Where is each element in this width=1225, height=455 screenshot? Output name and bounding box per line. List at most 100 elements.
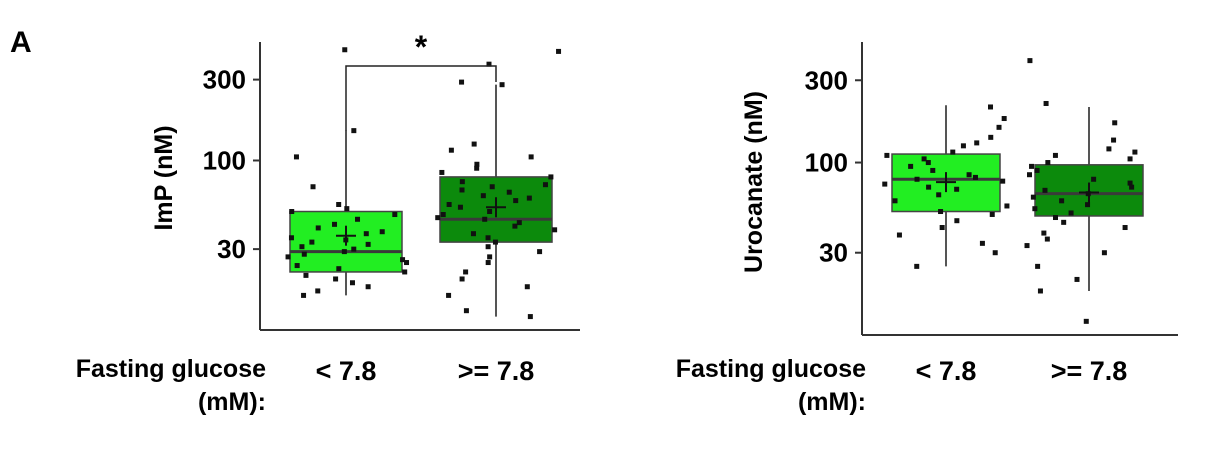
urocanate-data-point (908, 163, 914, 169)
urocanate-data-point (1000, 178, 1006, 184)
urocanate-data-point (988, 104, 994, 110)
urocanate-data-point (1111, 137, 1117, 143)
imp-data-point (343, 237, 349, 243)
imp-data-point (309, 239, 315, 245)
imp-y-tick-label: 100 (203, 145, 246, 175)
imp-data-point (341, 249, 347, 255)
urocanate-data-point (1041, 230, 1047, 236)
imp-data-point (315, 288, 321, 294)
imp-data-point (499, 82, 505, 88)
urocanate-data-point (1101, 250, 1107, 256)
imp-y-axis-title: ImP (nM) (150, 125, 178, 230)
urocanate-data-point (972, 174, 978, 180)
urocanate-data-point (1030, 194, 1036, 200)
urocanate-x-category-label: >= 7.8 (1051, 356, 1128, 386)
urocanate-data-point (1106, 146, 1112, 152)
imp-data-point (404, 260, 410, 266)
imp-data-point (342, 47, 348, 53)
imp-data-point (332, 221, 338, 227)
imp-data-point (463, 269, 469, 275)
urocanate-data-point (892, 198, 898, 204)
imp-data-point (459, 187, 465, 193)
urocanate-data-point (1037, 288, 1043, 294)
urocanate-data-point (939, 225, 945, 231)
imp-data-point (446, 292, 452, 298)
imp-data-point (482, 216, 488, 222)
urocanate-y-tick-label: 100 (805, 148, 848, 178)
imp-data-point (288, 235, 294, 241)
urocanate-data-point (1112, 120, 1118, 126)
imp-data-point (516, 220, 522, 226)
imp-data-point (351, 128, 357, 134)
urocanate-data-point (921, 156, 927, 162)
urocanate-data-point (1024, 243, 1030, 249)
urocanate-data-point (1132, 149, 1138, 155)
urocanate-data-point (1001, 116, 1007, 122)
urocanate-data-point (1029, 163, 1035, 169)
urocanate-data-point (966, 172, 972, 178)
imp-data-point (400, 257, 406, 263)
imp-data-point (526, 195, 532, 201)
imp-data-point (527, 314, 533, 320)
x-axis-title-line1: Fasting glucose (76, 355, 266, 383)
imp-data-point (459, 179, 465, 185)
imp-data-point (303, 272, 309, 278)
urocanate-data-point (996, 124, 1002, 130)
imp-data-point (285, 254, 291, 260)
imp-data-point (344, 206, 350, 212)
imp-data-point (310, 184, 316, 190)
urocanate-data-point (1127, 180, 1133, 186)
imp-data-point (487, 209, 493, 215)
urocanate-data-point (914, 263, 920, 269)
imp-data-point (440, 212, 446, 218)
urocanate-data-point (992, 250, 998, 256)
urocanate-data-point (882, 181, 888, 187)
urocanate-data-point (1085, 202, 1091, 208)
imp-data-point (474, 165, 480, 171)
imp-significance-star: * (415, 29, 428, 65)
imp-data-point (492, 239, 498, 245)
imp-box (289, 210, 403, 273)
imp-data-point (487, 254, 493, 260)
imp-data-point (512, 223, 518, 229)
imp-data-point (489, 184, 495, 190)
urocanate-data-point (914, 176, 920, 182)
imp-data-point (336, 266, 342, 272)
imp-data-point (486, 61, 492, 67)
urocanate-data-point (936, 192, 942, 198)
urocanate-y-tick-label: 30 (819, 238, 848, 268)
urocanate-x-category-label: < 7.8 (916, 356, 977, 386)
imp-data-point (351, 246, 357, 252)
imp-data-point (552, 227, 558, 233)
imp-data-point (459, 79, 465, 85)
imp-data-point (439, 169, 445, 175)
urocanate-boxplot-panel: Urocanate (nM) Fasting glucose (mM): 30 1… (676, 42, 1178, 416)
imp-data-point (480, 193, 486, 199)
imp-data-point (457, 204, 463, 210)
imp-data-point (333, 276, 339, 282)
x-axis-title-line1: Fasting glucose (676, 355, 866, 383)
urocanate-data-point (1032, 206, 1038, 212)
imp-data-point (471, 141, 477, 147)
imp-data-point (470, 231, 476, 237)
imp-y-tick-label: 30 (217, 234, 246, 264)
imp-x-category-label: < 7.8 (316, 356, 377, 386)
urocanate-data-point (1074, 276, 1080, 282)
imp-data-point (524, 284, 530, 290)
imp-data-point (355, 216, 361, 222)
urocanate-data-point (896, 232, 902, 238)
urocanate-data-point (1035, 263, 1041, 269)
urocanate-data-point (950, 149, 956, 155)
imp-data-point (459, 276, 465, 282)
urocanate-data-point (1052, 152, 1058, 158)
urocanate-data-point (1083, 318, 1089, 324)
imp-data-point (289, 209, 295, 215)
imp-data-point (537, 249, 543, 255)
imp-data-point (448, 147, 454, 153)
imp-data-point (435, 215, 441, 221)
imp-data-point (379, 229, 385, 235)
imp-y-tick-label: 300 (203, 65, 246, 95)
urocanate-data-point (1122, 225, 1128, 231)
urocanate-data-point (974, 140, 980, 146)
